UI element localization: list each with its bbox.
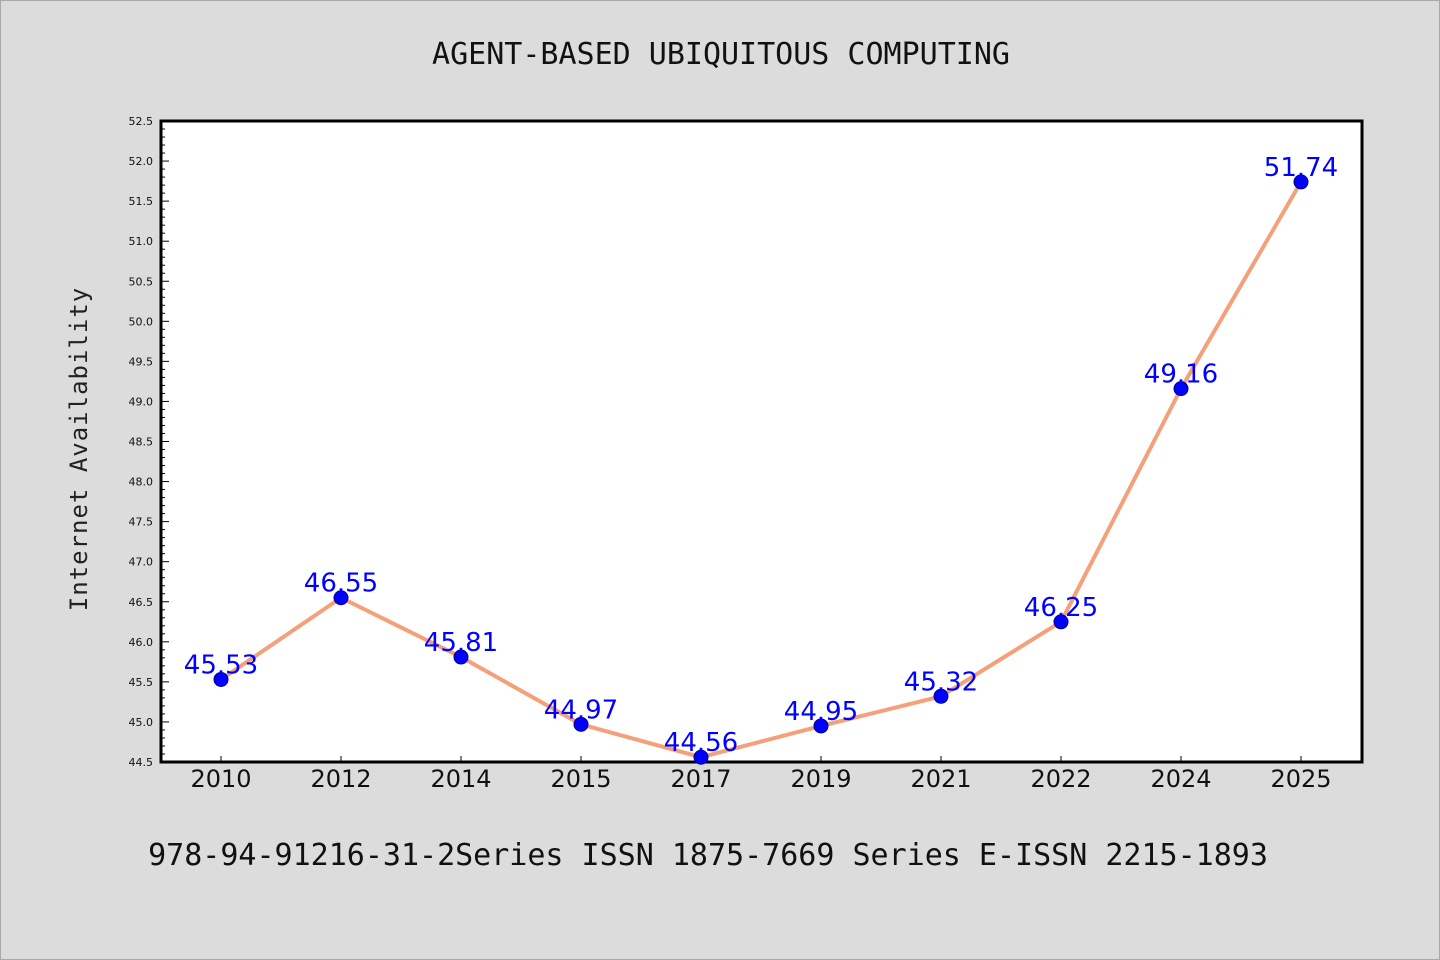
- x-tick-label: 2019: [790, 765, 851, 793]
- y-tick-label: 46.0: [129, 636, 154, 649]
- data-point: [213, 671, 229, 687]
- y-tick-label: 48.5: [129, 436, 154, 449]
- data-point: [333, 590, 349, 606]
- x-tick-label: 2015: [550, 765, 611, 793]
- x-tick-label: 2024: [1150, 765, 1211, 793]
- x-tick-label: 2025: [1270, 765, 1331, 793]
- plot-area: [159, 119, 1364, 764]
- data-label: 44.95: [784, 697, 858, 727]
- y-tick-label: 51.0: [129, 235, 154, 248]
- data-point: [453, 649, 469, 665]
- data-label: 44.56: [664, 728, 738, 758]
- data-point: [933, 688, 949, 704]
- y-tick-label: 49.0: [129, 395, 154, 408]
- data-point: [1293, 174, 1309, 190]
- y-tick-label: 47.5: [129, 516, 154, 529]
- data-point: [813, 718, 829, 734]
- y-tick-label: 46.5: [129, 596, 154, 609]
- data-point: [1053, 614, 1069, 630]
- data-label: 46.55: [304, 569, 378, 599]
- y-tick-label: 49.5: [129, 355, 154, 368]
- footer-text: 978-94-91216-31-2Series ISSN 1875-7669 S…: [148, 838, 1268, 873]
- series-group: 45.53 46.55 45.81 44.97 44.56 44.95 45.32 46.25…: [184, 153, 1338, 765]
- chart-title: AGENT-BASED UBIQUITOUS COMPUTING: [432, 37, 1010, 72]
- y-tick-label: 52.0: [129, 155, 154, 168]
- x-tick-label: 2014: [430, 765, 491, 793]
- x-tick-label: 2021: [910, 765, 971, 793]
- y-tick-label: 44.5: [129, 756, 154, 769]
- y-tick-label: 51.5: [129, 195, 154, 208]
- x-tick-label: 2022: [1030, 765, 1091, 793]
- y-tick-label: 50.0: [129, 315, 154, 328]
- y-axis: 44.5 45.0 45.5 46.0 46.5 47.0 47.5 48.0 48.5 49.0…: [129, 115, 169, 769]
- data-label: 45.32: [904, 667, 978, 697]
- y-tick-label: 47.0: [129, 556, 154, 569]
- y-tick-label: 52.5: [129, 115, 154, 128]
- data-label: 45.53: [184, 650, 258, 680]
- x-tick-label: 2010: [190, 765, 251, 793]
- series-line: [219, 180, 1303, 760]
- y-tick-label: 45.5: [129, 676, 154, 689]
- data-point: [1173, 381, 1189, 397]
- x-tick-label: 2017: [670, 765, 731, 793]
- data-point: [693, 749, 709, 765]
- y-tick-label: 50.5: [129, 275, 154, 288]
- data-label: 45.81: [424, 628, 498, 658]
- y-tick-label: 48.0: [129, 476, 154, 489]
- data-point: [573, 716, 589, 732]
- y-tick-label: 45.0: [129, 716, 154, 729]
- data-label: 44.97: [544, 695, 618, 725]
- x-axis: 2010 2012 2014 2015 2017 2019 2021 2022 2024 2025: [190, 756, 1332, 793]
- data-label: 49.16: [1144, 360, 1218, 390]
- data-label: 46.25: [1024, 593, 1098, 623]
- data-label: 51.74: [1264, 153, 1338, 183]
- x-tick-label: 2012: [310, 765, 371, 793]
- y-axis-label: Internet Availability: [65, 287, 93, 611]
